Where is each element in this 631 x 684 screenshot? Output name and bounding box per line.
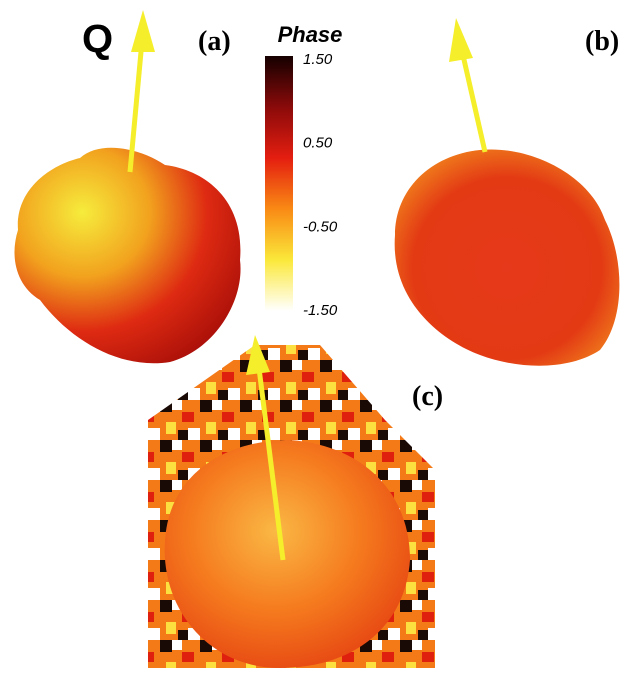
panel-c [148,345,438,670]
colorbar-gradient [265,56,293,311]
panel-label: (a) [198,26,231,57]
surface-c [165,440,410,668]
panel-label: (c) [412,381,443,412]
colorbar-tick-label: -1.50 [303,302,338,319]
q-label: Q [82,17,113,61]
colorbar-tick-label: 1.50 [303,51,333,68]
panel-label: (b) [585,26,619,57]
colorbar-title: Phase [278,22,343,47]
colorbar-tick-label: 0.50 [303,135,333,152]
arrow-head [449,18,473,62]
surface-b [395,149,620,365]
colorbar: Phase 1.50 0.50 -0.50 -1.50 [265,22,342,319]
surface-a [14,148,240,364]
arrow-head [131,10,155,52]
figure: Q (a) (b) (c) Phase 1.50 0.50 -0.50 -1.50 [0,0,631,684]
colorbar-tick-label: -0.50 [303,218,338,235]
